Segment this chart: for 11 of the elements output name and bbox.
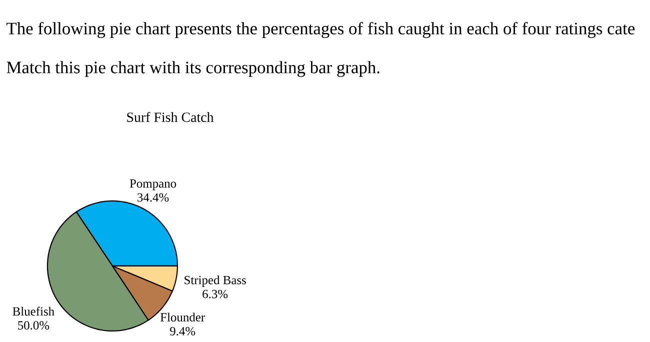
slice-label: Striped Bass	[184, 276, 246, 287]
slice-label: Flounder	[160, 312, 205, 322]
chart-title: Surf Fish Catch	[127, 112, 214, 122]
text: The following pie chart presents the percentages of fish caught in each of four ratings cate	[6, 22, 635, 38]
data-label: 9.4%	[170, 326, 196, 336]
data-label: 34.4%	[138, 193, 169, 202]
slice-label: Bluefish	[12, 306, 54, 316]
slice-label: Pompano	[130, 179, 176, 190]
data-label: 6.3%	[202, 290, 228, 298]
text: Match this pie chart with its corresponding bar graph.	[6, 61, 380, 77]
data-label: 50.0%	[18, 321, 50, 330]
